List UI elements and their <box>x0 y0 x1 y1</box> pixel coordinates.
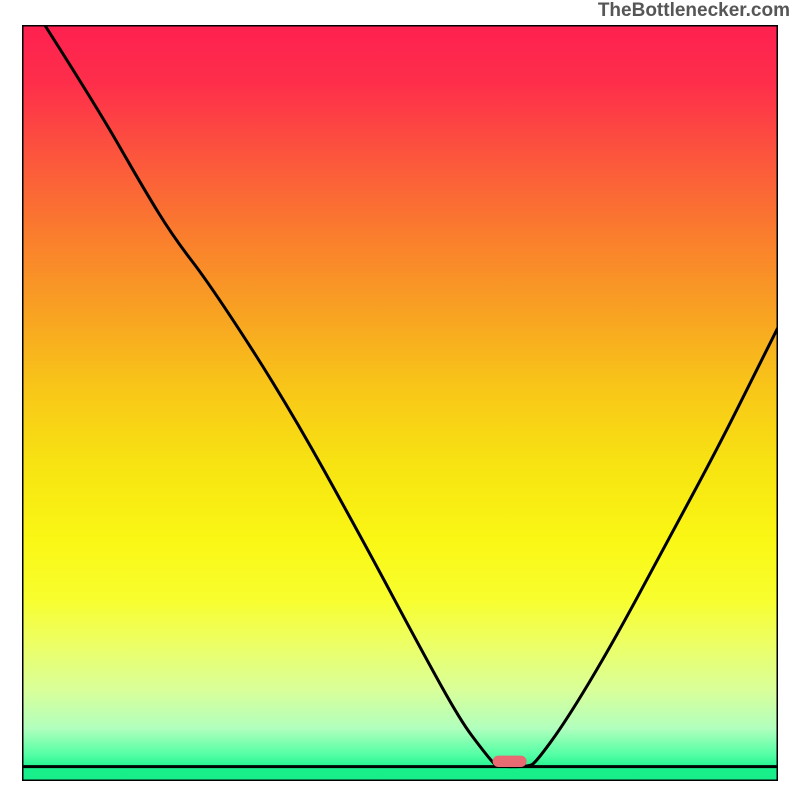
chart-area <box>22 25 778 781</box>
chart-svg <box>22 25 778 781</box>
watermark-text[interactable]: TheBottlenecker.com <box>598 0 790 22</box>
chart-container: TheBottlenecker.com <box>0 0 800 800</box>
valley-marker <box>493 756 527 767</box>
gradient-rect <box>22 25 778 781</box>
